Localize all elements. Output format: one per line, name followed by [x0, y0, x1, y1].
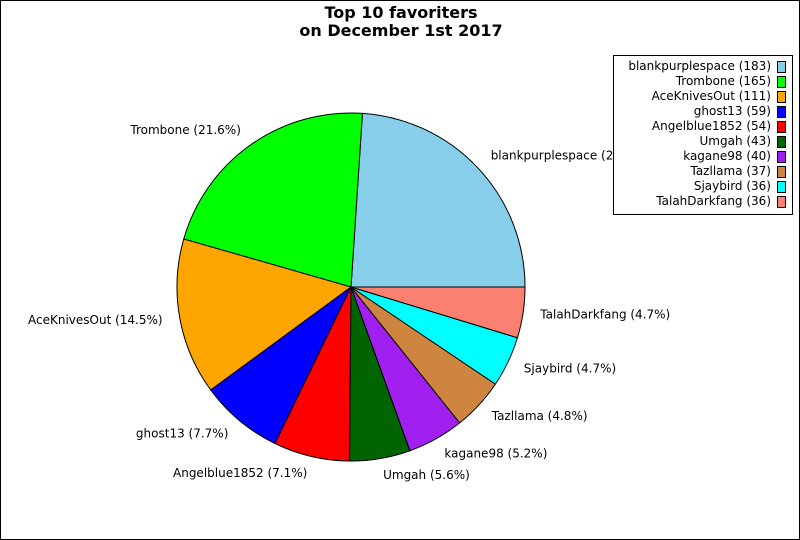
legend-label: ghost13 (59) [693, 104, 771, 118]
pie-label-umgah: Umgah (5.6%) [383, 468, 470, 482]
legend-label: Angelblue1852 (54) [651, 119, 771, 133]
legend-swatch [777, 180, 786, 193]
pie-label-ghost13: ghost13 (7.7%) [136, 427, 228, 441]
pie-label-trombone: Trombone (21.6%) [129, 123, 241, 137]
legend-label: TalahDarkfang (36) [656, 194, 771, 208]
legend-swatch [777, 105, 786, 118]
legend-label: kagane98 (40) [683, 149, 771, 163]
legend-item-sjaybird: Sjaybird (36) [620, 179, 786, 194]
pie-slice-blankpurplespace [350, 112, 526, 288]
chart-title-line-1: Top 10 favoriters [324, 3, 478, 22]
chart-title-line-2: on December 1st 2017 [299, 21, 503, 40]
legend-item-talahdarkfang: TalahDarkfang (36) [620, 194, 786, 209]
legend-swatch [777, 135, 786, 148]
legend-swatch [777, 120, 786, 133]
pie-slice-trombone [183, 112, 363, 288]
pie-label-kagane98: kagane98 (5.2%) [444, 447, 547, 461]
pie-slice-aceknivesout [176, 238, 353, 391]
legend-swatch [777, 60, 786, 73]
legend-swatch [777, 90, 786, 103]
legend-label: AceKnivesOut (111) [651, 89, 771, 103]
legend-item-trombone: Trombone (165) [620, 74, 786, 89]
legend-item-aceknivesout: AceKnivesOut (111) [620, 89, 786, 104]
pie-label-talahdarkfang: TalahDarkfang (4.7%) [539, 308, 670, 322]
legend-label: blankpurplespace (183) [628, 59, 771, 73]
pie-label-blankpurplespace: blankpurplespace (23.9%) [491, 149, 649, 163]
legend-label: Tazllama (37) [690, 164, 771, 178]
pie-slice-talahdarkfang [350, 286, 526, 339]
legend-item-umgah: Umgah (43) [620, 134, 786, 149]
legend-item-ghost13: ghost13 (59) [620, 104, 786, 119]
legend-swatch [777, 165, 786, 178]
legend-label: Umgah (43) [699, 134, 772, 148]
pie-label-angelblue1852: Angelblue1852 (7.1%) [173, 466, 307, 480]
chart-title: Top 10 favoriters on December 1st 2017 [1, 3, 799, 40]
legend-item-kagane98: kagane98 (40) [620, 149, 786, 164]
legend-label: Sjaybird (36) [693, 179, 771, 193]
chart-legend: blankpurplespace (183) Trombone (165) AceK… [613, 55, 793, 215]
legend-label: Trombone (165) [675, 74, 771, 88]
legend-item-blankpurplespace: blankpurplespace (183) [620, 59, 786, 74]
legend-swatch [777, 75, 786, 88]
legend-swatch [777, 195, 786, 208]
legend-item-tazllama: Tazllama (37) [620, 164, 786, 179]
legend-item-angelblue1852: Angelblue1852 (54) [620, 119, 786, 134]
pie-label-aceknivesout: AceKnivesOut (14.5%) [28, 313, 163, 327]
legend-swatch [777, 150, 786, 163]
pie-label-sjaybird: Sjaybird (4.7%) [524, 362, 616, 376]
pie-label-tazllama: Tazllama (4.8%) [491, 409, 588, 423]
